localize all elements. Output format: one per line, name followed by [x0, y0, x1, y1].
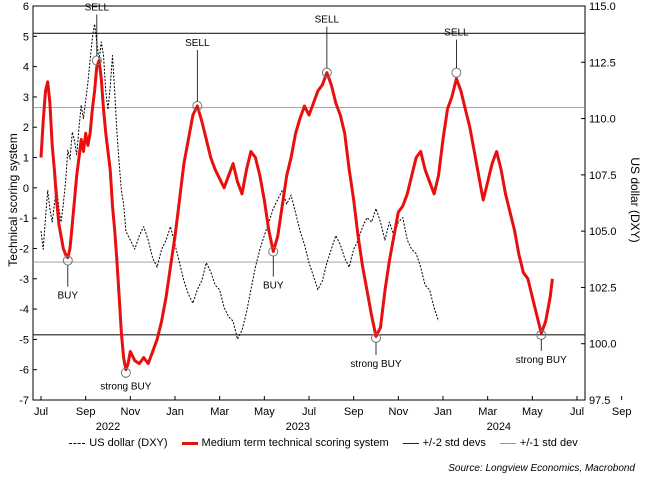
y-right-tick-label: 107.5 — [589, 170, 617, 182]
x-tick-label: Sep — [76, 406, 96, 418]
annotation-label: SELL — [315, 15, 340, 26]
y-axis-right-title: US dollar (DXY) — [628, 157, 642, 242]
y-right-tick-label: 105.0 — [589, 226, 617, 238]
annotation-label: BUY — [58, 291, 79, 302]
axes: -7 -6 -5 -4 -3 -2 -1 0 1 2 3 4 5 6 97.5 100.0 102.5 105.0… — [19, 1, 631, 433]
legend-item-2std: +/-2 std devs — [402, 437, 486, 449]
plot-frame — [32, 5, 586, 401]
x-tick-label: Jul — [302, 406, 316, 418]
legend-item-scoring: Medium term technical scoring system — [181, 437, 389, 449]
x-tick-label: May — [522, 406, 543, 418]
y-left-tick-label: -7 — [19, 395, 29, 407]
series-layer — [39, 23, 554, 372]
x-tick-label: Jul — [570, 406, 584, 418]
x-tick-label: Sep — [612, 406, 632, 418]
legend-label-1std: +/-1 std dev — [519, 437, 578, 449]
x-year-label: 2022 — [96, 421, 120, 433]
annotation-label: SELL — [85, 3, 110, 14]
y-left-tick-label: -6 — [19, 365, 29, 377]
x-tick-label: Mar — [478, 406, 497, 418]
x-tick-label: Sep — [344, 406, 364, 418]
series-line-scoring — [39, 59, 554, 372]
y-left-tick-label: -2 — [19, 243, 29, 255]
y-left-tick-label: 6 — [23, 1, 29, 13]
y-left-tick-label: 3 — [23, 92, 29, 104]
legend-swatch-red — [181, 441, 198, 445]
annotation-label: SELL — [185, 38, 210, 49]
source-note: Source: Longview Economics, Macrobond — [448, 463, 635, 474]
y-left-tick-label: 4 — [23, 62, 29, 74]
annotation-label: BUY — [263, 280, 284, 291]
y-right-tick-label: 112.5 — [589, 57, 616, 69]
x-tick-label: Nov — [389, 406, 409, 418]
x-tick-label: Mar — [210, 406, 229, 418]
y-right-tick-label: 115.0 — [589, 1, 616, 13]
y-right-tick-label: 97.5 — [589, 395, 610, 407]
annotation-marker — [451, 67, 462, 78]
y-right-tick-label: 110.0 — [589, 114, 616, 126]
x-year-label: 2024 — [487, 421, 511, 433]
y-left-tick-label: -4 — [19, 304, 29, 316]
plot-area — [32, 5, 586, 401]
legend-label-scoring: Medium term technical scoring system — [201, 437, 389, 449]
annotation-label: SELL — [444, 28, 469, 39]
legend-swatch-1std — [499, 442, 516, 444]
y-left-tick-label: 1 — [23, 153, 29, 165]
legend: US dollar (DXY) Medium term technical sc… — [0, 437, 647, 449]
x-tick-label: Jul — [34, 406, 48, 418]
y-left-tick-label: -1 — [19, 213, 29, 225]
legend-item-dxy: US dollar (DXY) — [69, 437, 168, 449]
legend-swatch-2std — [402, 442, 419, 444]
legend-label-2std: +/-2 std devs — [422, 437, 486, 449]
y-axis-left-title: Technical scoring system — [6, 133, 20, 266]
y-left-tick-label: 5 — [23, 31, 29, 43]
x-tick-label: Nov — [121, 406, 141, 418]
legend-item-1std: +/-1 std dev — [499, 437, 578, 449]
annotations: SELL SELL SELL SELL BUY BUY strong BUY strong B… — [58, 3, 568, 393]
x-tick-label: Jan — [434, 406, 452, 418]
x-tick-label: May — [254, 406, 275, 418]
y-left-tick-label: 0 — [23, 183, 29, 195]
reference-lines — [33, 32, 585, 336]
y-left-tick-label: -5 — [19, 334, 29, 346]
annotation-label: strong BUY — [350, 359, 401, 370]
y-left-tick-label: 2 — [23, 122, 29, 134]
y-right-tick-label: 102.5 — [589, 282, 617, 294]
annotation-label: strong BUY — [100, 382, 151, 393]
y-left-tick-label: -3 — [19, 274, 29, 286]
x-year-label: 2023 — [286, 421, 310, 433]
legend-label-dxy: US dollar (DXY) — [89, 437, 168, 449]
x-tick-label: Jan — [166, 406, 184, 418]
legend-swatch-dotted — [69, 442, 86, 444]
annotation-label: strong BUY — [516, 355, 567, 366]
y-right-tick-label: 100.0 — [589, 339, 617, 351]
